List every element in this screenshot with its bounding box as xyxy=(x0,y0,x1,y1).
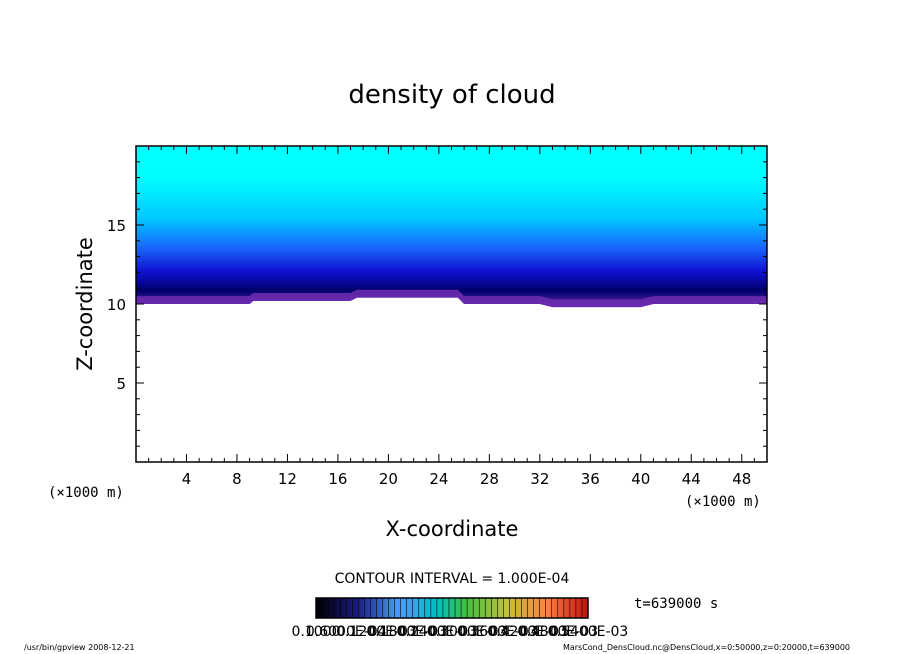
colorbar-label: 0.3600E-03 xyxy=(457,624,538,640)
x-tick-label: 32 xyxy=(530,470,549,488)
colorbar-label: 0.1800E-03 xyxy=(366,624,447,640)
x-tick-label: 48 xyxy=(732,470,751,488)
colorbar-label: 0.3000E-03 xyxy=(427,624,508,640)
colorbar-label: 0.4800E-03 xyxy=(517,624,598,640)
y-axis-label: Z-coordinate xyxy=(73,237,97,371)
x-tick-label: 24 xyxy=(429,470,448,488)
chart-title: density of cloud xyxy=(348,80,555,110)
colorbar-label: 0.1200E-03 xyxy=(336,624,417,640)
plot-area xyxy=(136,146,767,308)
y-tick-label: 15 xyxy=(107,217,126,235)
y-ticks: 5 10 15 xyxy=(107,161,767,447)
x-tick-label: 8 xyxy=(232,470,242,488)
x-tick-label: 44 xyxy=(682,470,701,488)
x-tick-label: 36 xyxy=(581,470,600,488)
colorbar-label: 0.4200E-03 xyxy=(487,624,568,640)
time-label: t=639000 s xyxy=(634,596,718,612)
colorbar-stripes xyxy=(321,598,583,618)
colorbar-label: 0.6000E-04 xyxy=(306,624,387,640)
x-unit-left: (×1000 m) xyxy=(48,485,124,501)
cloud-base-band xyxy=(136,289,767,308)
colorbar-label: 0.1000 xyxy=(292,624,341,640)
y-tick-label: 5 xyxy=(116,375,126,393)
colorbar-fill xyxy=(315,597,589,619)
x-tick-label: 16 xyxy=(328,470,347,488)
x-tick-label: 4 xyxy=(182,470,192,488)
x-tick-label: 20 xyxy=(379,470,398,488)
colorbar-label: 0.2400E-03 xyxy=(397,624,478,640)
footer-right: MarsCond_DensCloud.nc@DensCloud,x=0:5000… xyxy=(563,643,850,652)
x-axis-label: X-coordinate xyxy=(386,517,519,541)
x-tick-label: 12 xyxy=(278,470,297,488)
contour-interval: CONTOUR INTERVAL = 1.000E-04 xyxy=(335,571,570,587)
x-unit-right: (×1000 m) xyxy=(685,494,761,510)
colorbar xyxy=(315,597,589,619)
cloud-density-field xyxy=(136,146,767,308)
x-ticks: 4 8 12 16 20 24 28 32 36 40 44 48 xyxy=(148,146,755,488)
y-tick-label: 10 xyxy=(107,296,126,314)
footer-left: /usr/bin/gpview 2008-12-21 xyxy=(24,643,135,652)
colorbar-labels: 0.10000.6000E-040.1200E-030.1800E-030.24… xyxy=(292,624,629,640)
colorbar-label: 0.5400E-03 xyxy=(548,624,629,640)
x-tick-label: 28 xyxy=(480,470,499,488)
x-tick-label: 40 xyxy=(631,470,650,488)
